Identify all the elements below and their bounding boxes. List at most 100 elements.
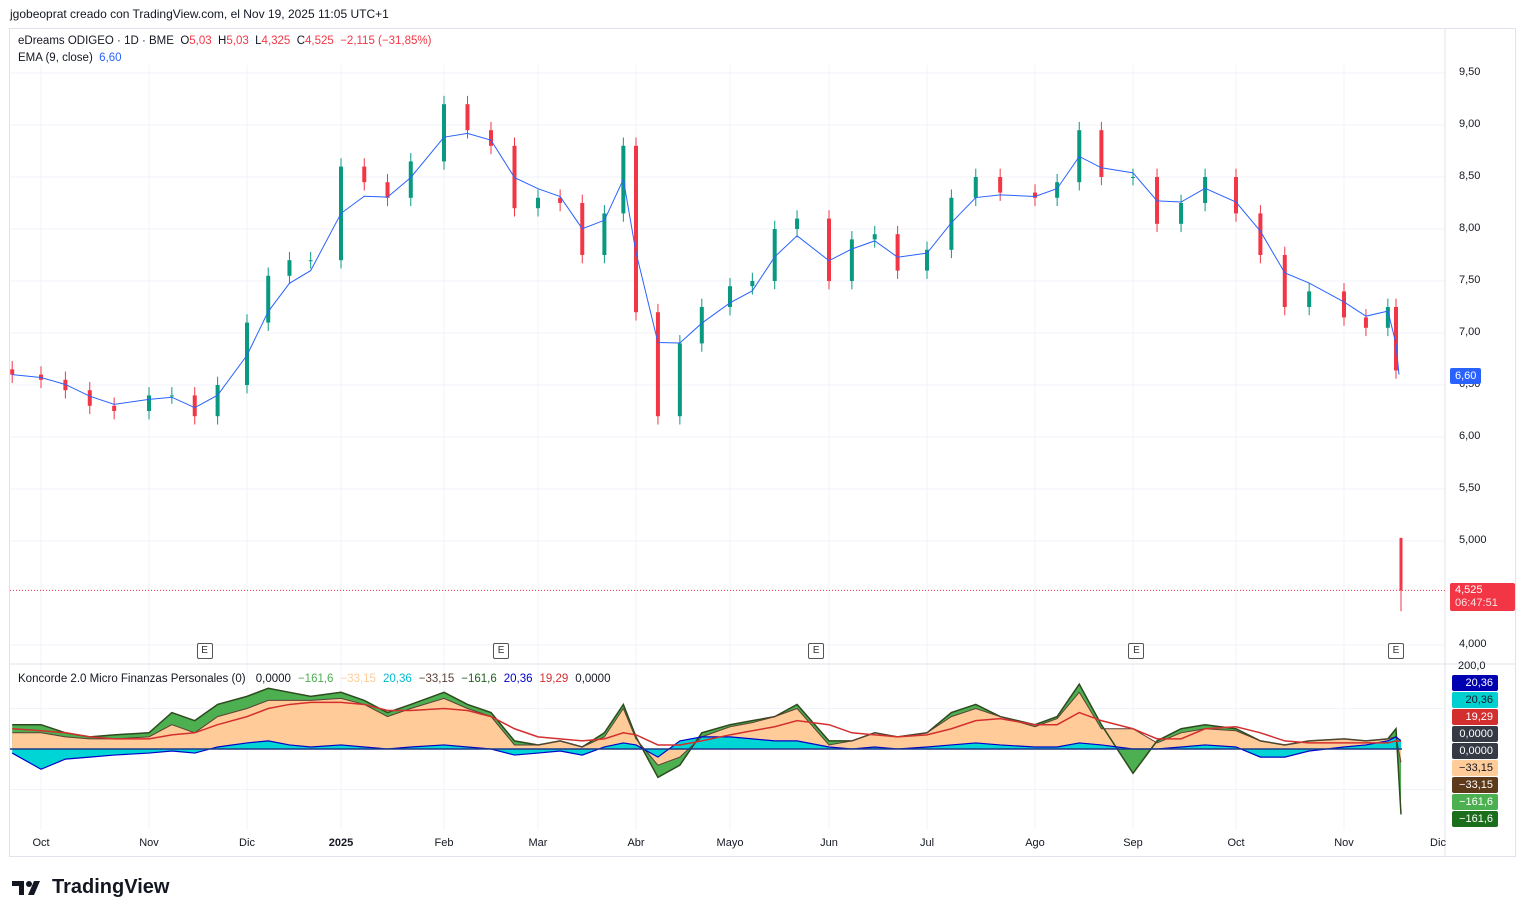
high-value: 5,03 [226, 35, 249, 47]
high-label: H [218, 35, 227, 47]
candle-body [634, 145, 638, 313]
candle-body [998, 177, 1003, 193]
candle-body [10, 369, 15, 375]
attribution: jgobeoprat creado con TradingView.com, e… [10, 7, 389, 21]
candle-body [362, 166, 367, 183]
candle-body [1055, 182, 1060, 198]
candle-body [795, 218, 800, 229]
low-value: 4,325 [261, 35, 291, 47]
candle-body [1385, 307, 1390, 328]
price-axis-label: 7,50 [1459, 274, 1481, 286]
indicator-legend-value: 0,0000 [255, 673, 291, 685]
indicator-legend-value: 0,0000 [575, 673, 611, 685]
indicator-legend-value: −33,15 [340, 673, 376, 685]
tradingview-logo-icon [12, 880, 40, 895]
candle-body [602, 213, 607, 255]
candle-body [465, 104, 470, 131]
candle-body [1394, 307, 1398, 371]
earnings-marker[interactable]: E [196, 643, 213, 659]
candle-body [925, 249, 929, 271]
candle-body [973, 177, 978, 198]
candle-body [895, 234, 900, 271]
time-axis-label: Mar [528, 837, 548, 849]
indicator-value-badge: 0,0000 [1452, 726, 1498, 742]
candle-body [1342, 291, 1346, 318]
indicator-axis-top: 200,0 [1458, 660, 1486, 672]
candle-body [1033, 192, 1037, 198]
candle-body [442, 104, 446, 162]
price-axis-label: 5,50 [1459, 482, 1481, 494]
green-line [12, 682, 1402, 815]
price-axis-label: 5,000 [1459, 534, 1487, 546]
time-axis-label: Abr [627, 837, 645, 849]
candle-body [677, 343, 682, 417]
cyan-area [12, 736, 1402, 770]
candle-body [728, 286, 732, 307]
indicator-value-badge: 0,0000 [1452, 743, 1498, 759]
tradingview-logo[interactable]: TradingView [12, 876, 169, 899]
price-axis-label: 8,50 [1459, 170, 1481, 182]
candle-body [1234, 177, 1238, 214]
close-label: C [296, 35, 306, 47]
price-axis-label: 7,00 [1459, 326, 1481, 338]
indicator-value-badge: −33,15 [1452, 777, 1498, 793]
candle-body [1282, 255, 1287, 307]
last-price-badge: 4,525 06:47:51 [1450, 583, 1515, 611]
red-line [12, 701, 1402, 746]
candle-body [949, 197, 954, 250]
time-axis-label: Sep [1123, 837, 1143, 849]
ema-price-badge: 6,60 [1450, 368, 1482, 384]
candle-body [1099, 130, 1104, 177]
candle-body [147, 395, 151, 411]
candle-body [169, 395, 174, 397]
time-axis-label: Dic [239, 837, 255, 849]
candle-body [699, 307, 704, 344]
indicator-legend-value: −161,6 [461, 673, 497, 685]
candle-body [408, 161, 413, 198]
candle-body [1203, 177, 1208, 203]
indicator-legend-value: 20,36 [503, 673, 533, 685]
time-axis-label: Jun [820, 837, 838, 849]
ema-legend[interactable]: EMA (9, close) 6,60 [18, 52, 122, 64]
candle-body [112, 405, 117, 411]
price-axis-label: 6,00 [1459, 430, 1481, 442]
time-axis-label: Feb [434, 837, 454, 849]
indicator-legend-value: 19,29 [539, 673, 569, 685]
candle-body [1179, 203, 1184, 224]
indicator-value-badge: 20,36 [1452, 692, 1498, 708]
candle-body [849, 239, 854, 281]
symbol-name: eDreams ODIGEO · 1D · BME [18, 35, 174, 47]
time-axis-label: Nov [139, 837, 159, 849]
price-axis-label: 9,50 [1459, 66, 1481, 78]
low-label: L [255, 35, 262, 47]
price-axis-label: 9,00 [1459, 118, 1481, 130]
change-value: −2,115 (−31,85%) [340, 35, 432, 47]
symbol-legend[interactable]: eDreams ODIGEO · 1D · BME O5,03 H5,03 L4… [18, 35, 431, 47]
time-axis-label: Dic [1430, 837, 1446, 849]
earnings-marker[interactable]: E [808, 643, 825, 659]
candle-body [750, 281, 755, 287]
indicator-value-badge: −161,6 [1452, 811, 1498, 827]
earnings-marker[interactable]: E [1128, 643, 1145, 659]
earnings-marker[interactable]: E [1388, 643, 1404, 659]
candle-body [245, 322, 249, 385]
candle-body [1363, 317, 1368, 328]
candle-body [1258, 213, 1263, 255]
time-axis-label: Mayo [716, 837, 744, 849]
candle-body [266, 275, 271, 323]
indicator-legend[interactable]: Koncorde 2.0 Micro Finanzas Personales (… [18, 673, 610, 685]
logo-text: TradingView [52, 876, 170, 898]
candle-body [489, 130, 493, 146]
indicator-name: Koncorde 2.0 Micro Finanzas Personales (… [18, 673, 246, 685]
open-value: 5,03 [189, 35, 212, 47]
candle-body [872, 234, 877, 240]
time-axis-label: Ago [1025, 837, 1045, 849]
indicator-value-badge: −33,15 [1452, 760, 1498, 776]
time-axis-label: Oct [32, 837, 50, 849]
earnings-marker[interactable]: E [493, 643, 510, 659]
last-price: 4,525 [1455, 584, 1483, 596]
candle-body [192, 395, 197, 417]
candle-body [87, 390, 92, 406]
